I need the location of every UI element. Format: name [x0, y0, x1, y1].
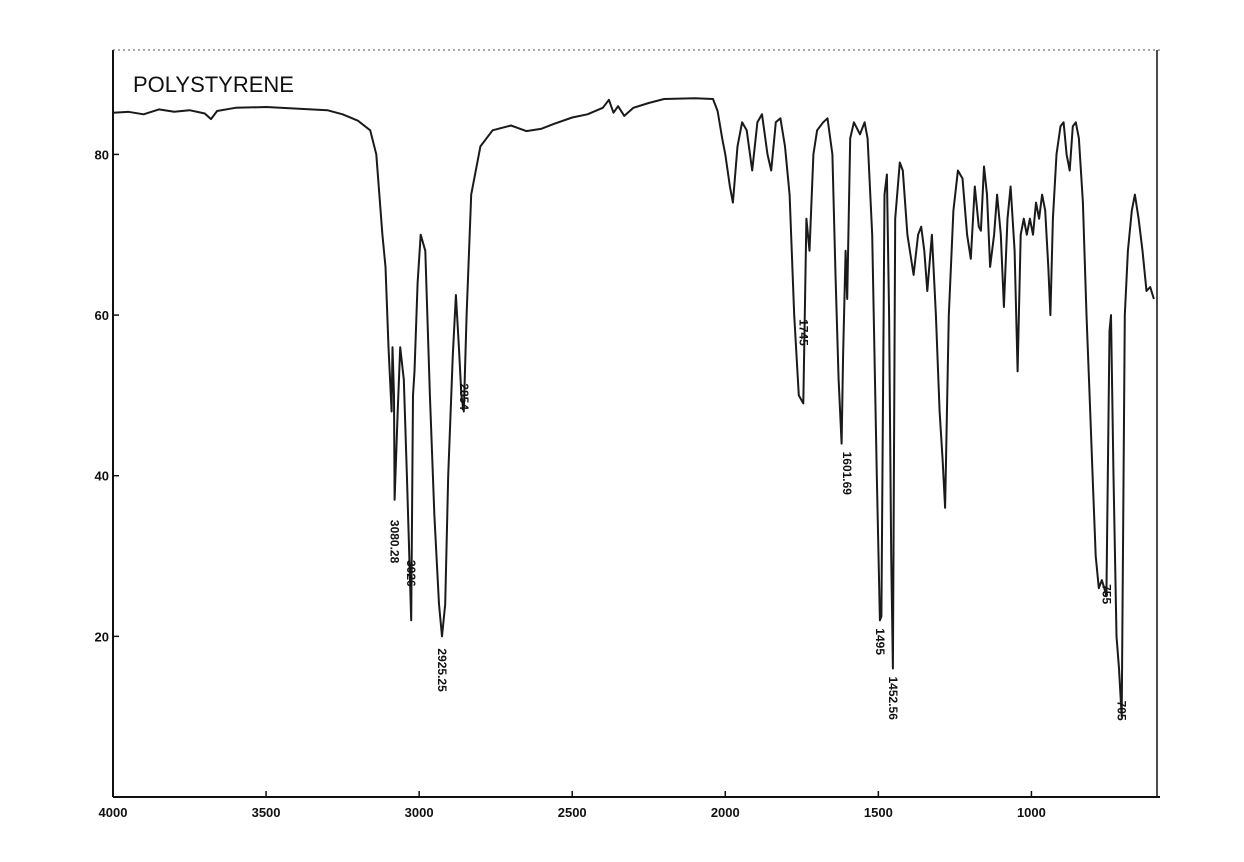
y-tick-label: 40: [95, 469, 109, 484]
x-axis: 4000 3500 3000 2500 2000 1500 1000: [99, 791, 1046, 820]
x-tick-label: 4000: [99, 805, 128, 820]
spectrum-line: [112, 97, 1155, 718]
y-axis: 20 40 60 80: [95, 147, 119, 644]
peak-label: 755: [1099, 584, 1113, 604]
peak-label: 1601.69: [840, 452, 854, 496]
series-group: [112, 97, 1155, 718]
peak-label: 1452.56: [886, 677, 900, 721]
y-tick-label: 80: [95, 147, 109, 162]
x-tick-label: 3000: [405, 805, 434, 820]
x-tick-label: 2000: [711, 805, 740, 820]
x-tick-label: 1000: [1017, 805, 1046, 820]
peak-label: 2854: [457, 383, 471, 410]
plot-frame: [112, 49, 1160, 798]
x-tick-label: 1500: [864, 805, 893, 820]
peak-label: 1495: [873, 628, 887, 655]
peak-label: 705: [1115, 701, 1129, 721]
chart-title: POLYSTYRENE: [133, 72, 294, 97]
peak-label: 3080.28: [388, 520, 402, 564]
y-tick-label: 20: [95, 629, 109, 644]
peak-label: 2925.25: [435, 648, 449, 692]
peak-label: 3026: [404, 560, 418, 587]
y-tick-label: 60: [95, 308, 109, 323]
x-tick-label: 2500: [558, 805, 587, 820]
peak-label: 1745: [796, 319, 810, 346]
x-tick-label: 3500: [252, 805, 281, 820]
